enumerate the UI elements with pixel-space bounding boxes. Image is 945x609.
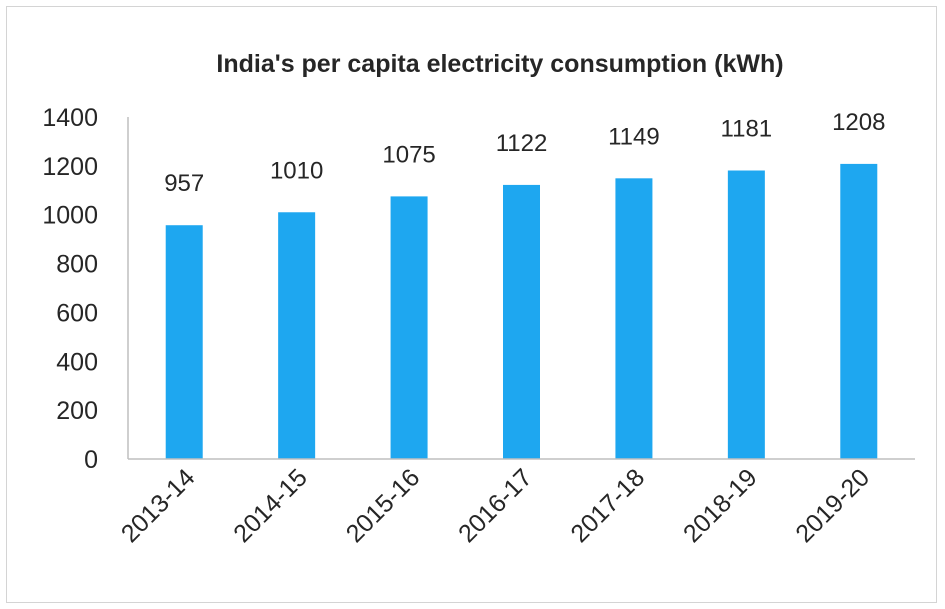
x-tick-label: 2018-19 bbox=[678, 463, 763, 548]
bar-2016-17 bbox=[503, 184, 540, 459]
y-tick-label: 1000 bbox=[42, 202, 98, 230]
data-label-2013-14: 957 bbox=[164, 170, 204, 197]
bar-2019-20 bbox=[840, 163, 878, 459]
bars bbox=[165, 163, 878, 459]
x-axis-ticks: 2013-14 2014-15 2015-16 2016-17 2017-18 2018-… bbox=[116, 463, 875, 548]
y-tick-label: 200 bbox=[56, 397, 98, 425]
data-label-2014-15: 1010 bbox=[270, 157, 323, 184]
bar-2013-14 bbox=[165, 225, 203, 459]
x-tick-label: 2019-20 bbox=[790, 463, 875, 548]
y-tick-label: 600 bbox=[56, 299, 98, 327]
data-labels: 957 1010 1075 1122 1149 1181 1208 bbox=[164, 109, 885, 197]
x-tick-label: 2014-15 bbox=[228, 463, 313, 548]
x-tick-label: 2016-17 bbox=[453, 463, 538, 548]
x-tick-label: 2017-18 bbox=[565, 463, 650, 548]
data-label-2017-18: 1149 bbox=[608, 123, 660, 150]
y-tick-label: 1200 bbox=[42, 153, 98, 181]
x-tick-label: 2015-16 bbox=[341, 463, 426, 548]
data-label-2018-19: 1181 bbox=[721, 115, 773, 142]
bar-2017-18 bbox=[615, 178, 653, 459]
x-tick-label: 2013-14 bbox=[116, 463, 201, 548]
y-tick-label: 400 bbox=[56, 348, 98, 376]
bar-2015-16 bbox=[390, 196, 428, 459]
y-tick-label: 0 bbox=[84, 446, 98, 474]
y-tick-label: 1400 bbox=[42, 104, 98, 132]
bar-2014-15 bbox=[278, 212, 316, 459]
bar-2018-19 bbox=[727, 170, 765, 459]
y-axis-ticks: 0 200 400 600 800 1000 1200 1400 bbox=[42, 104, 98, 474]
data-label-2016-17: 1122 bbox=[496, 130, 548, 157]
chart-title: India's per capita electricity consumpti… bbox=[216, 50, 783, 78]
chart-frame bbox=[6, 6, 937, 603]
data-label-2019-20: 1208 bbox=[832, 109, 885, 136]
y-tick-label: 800 bbox=[56, 251, 98, 279]
data-label-2015-16: 1075 bbox=[382, 141, 435, 168]
